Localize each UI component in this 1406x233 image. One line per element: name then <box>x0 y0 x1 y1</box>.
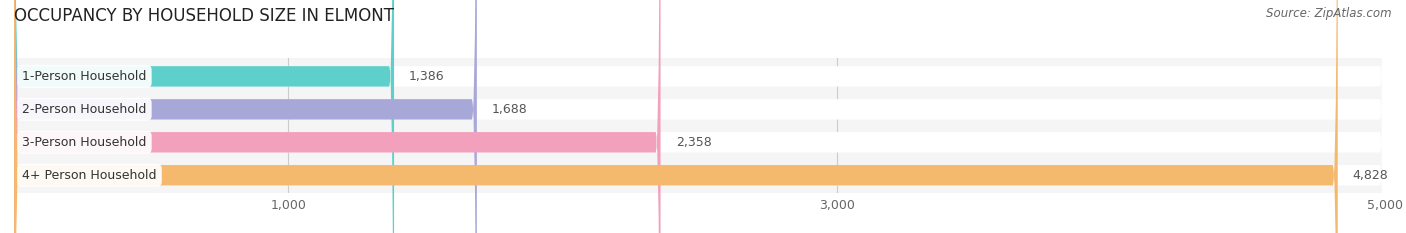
FancyBboxPatch shape <box>14 0 1385 233</box>
Text: 1-Person Household: 1-Person Household <box>22 70 146 83</box>
FancyBboxPatch shape <box>14 0 1385 233</box>
FancyBboxPatch shape <box>14 0 661 233</box>
Text: 1,688: 1,688 <box>492 103 527 116</box>
FancyBboxPatch shape <box>14 0 1385 233</box>
Text: 4+ Person Household: 4+ Person Household <box>22 169 157 182</box>
Text: 4,828: 4,828 <box>1353 169 1389 182</box>
FancyBboxPatch shape <box>14 0 1385 233</box>
FancyBboxPatch shape <box>14 0 394 233</box>
Text: 2,358: 2,358 <box>676 136 711 149</box>
FancyBboxPatch shape <box>14 0 477 233</box>
Text: Source: ZipAtlas.com: Source: ZipAtlas.com <box>1267 7 1392 20</box>
Text: OCCUPANCY BY HOUSEHOLD SIZE IN ELMONT: OCCUPANCY BY HOUSEHOLD SIZE IN ELMONT <box>14 7 394 25</box>
FancyBboxPatch shape <box>14 0 1337 233</box>
Text: 2-Person Household: 2-Person Household <box>22 103 146 116</box>
Text: 1,386: 1,386 <box>409 70 444 83</box>
Text: 3-Person Household: 3-Person Household <box>22 136 146 149</box>
